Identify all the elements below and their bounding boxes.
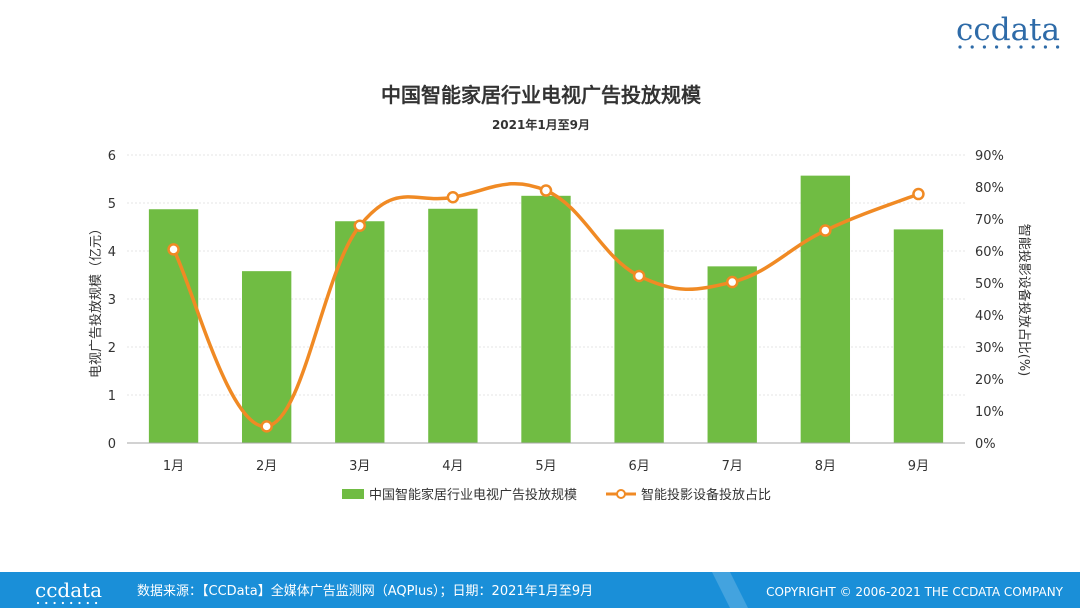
logo-dots bbox=[958, 45, 1060, 49]
logo-dot bbox=[1043, 45, 1047, 49]
footer-logo-dot bbox=[36, 601, 40, 605]
ccdata-logo: ccdata bbox=[956, 12, 1060, 49]
bar-series bbox=[148, 175, 944, 443]
logo-dot bbox=[958, 45, 962, 49]
line-points bbox=[167, 184, 925, 433]
y-tick-label: 3 bbox=[108, 293, 116, 308]
footer-source: 数据来源：【CCData】全媒体广告监测网（AQPlus）；日期：2021年1月… bbox=[137, 583, 593, 599]
footer-logo-dot bbox=[86, 601, 89, 605]
legend-bar-label: 中国智能家居行业电视广告投放规模 bbox=[369, 487, 577, 503]
chart-title: 中国智能家居行业电视广告投放规模 bbox=[381, 83, 702, 107]
y-tick-label: 6 bbox=[108, 149, 116, 164]
y2-tick-label: 90% bbox=[975, 149, 1004, 164]
logo-dot bbox=[1056, 45, 1060, 49]
y-tick-label: 5 bbox=[108, 197, 116, 212]
line-point bbox=[167, 243, 180, 256]
bar bbox=[893, 229, 944, 443]
line-point bbox=[725, 275, 739, 289]
line-point bbox=[539, 184, 553, 197]
x-tick-label: 7月 bbox=[722, 459, 743, 474]
y2-tick-label: 20% bbox=[975, 373, 1004, 388]
bar bbox=[707, 266, 757, 443]
y-tick-label: 2 bbox=[108, 341, 116, 356]
footer-logo-dot bbox=[95, 601, 98, 605]
x-tick-label: 9月 bbox=[908, 459, 929, 474]
line-point bbox=[260, 420, 273, 433]
y-axis-ticks: 0 1 2 3 4 5 6 bbox=[108, 149, 116, 452]
y2-tick-label: 10% bbox=[975, 405, 1004, 420]
footer-logo-dot bbox=[78, 601, 81, 605]
footer-stripe bbox=[712, 572, 748, 608]
line-point bbox=[446, 190, 460, 204]
y-tick-label: 1 bbox=[108, 389, 116, 404]
footer-logo: ccdata bbox=[35, 578, 102, 602]
x-tick-label: 2月 bbox=[256, 459, 277, 474]
y2-axis-label: 智能投影设备投放占比(%) bbox=[1016, 224, 1032, 377]
x-tick-label: 3月 bbox=[349, 459, 370, 474]
y2-axis-ticks: 0% 10% 20% 30% 40% 50% 60% 70% 80% 90% bbox=[975, 149, 1004, 452]
y2-tick-label: 80% bbox=[975, 181, 1004, 196]
footer-logo-dot bbox=[70, 601, 73, 605]
line-point bbox=[353, 219, 367, 232]
logo-dot bbox=[1031, 45, 1035, 49]
x-tick-label: 1月 bbox=[163, 459, 184, 474]
logo-dot bbox=[982, 45, 986, 49]
logo-text: ccdata bbox=[956, 12, 1060, 48]
footer-bar: ccdata 数据来源：【CCData】全媒体广告监测网（AQPlus）；日期：… bbox=[0, 572, 1080, 608]
legend-line-marker bbox=[616, 489, 626, 499]
bar bbox=[800, 175, 851, 443]
footer-logo-dot bbox=[61, 601, 64, 605]
bar bbox=[614, 229, 664, 443]
x-tick-label: 8月 bbox=[815, 459, 836, 474]
bar bbox=[521, 195, 571, 443]
y2-tick-label: 40% bbox=[975, 309, 1004, 324]
logo-dot bbox=[970, 45, 974, 49]
footer-logo-dots bbox=[36, 601, 98, 605]
line-point bbox=[632, 269, 646, 283]
footer-copyright: COPYRIGHT © 2006-2021 THE CCDATA COMPANY bbox=[766, 585, 1064, 599]
logo-dot bbox=[995, 45, 999, 49]
y-axis-label: 电视广告投放规模（亿元） bbox=[88, 222, 104, 378]
line-point bbox=[912, 187, 925, 201]
y-tick-label: 0 bbox=[108, 437, 116, 452]
y2-tick-label: 50% bbox=[975, 277, 1004, 292]
footer-background bbox=[0, 572, 1080, 608]
bar bbox=[428, 208, 478, 443]
legend-line-label: 智能投影设备投放占比 bbox=[641, 487, 771, 503]
y2-tick-label: 70% bbox=[975, 213, 1004, 228]
legend-bar-swatch bbox=[342, 489, 364, 499]
legend: 中国智能家居行业电视广告投放规模 智能投影设备投放占比 bbox=[342, 487, 771, 503]
x-tick-label: 5月 bbox=[535, 459, 556, 474]
chart-subtitle: 2021年1月至9月 bbox=[492, 117, 590, 132]
chart: 中国智能家居行业电视广告投放规模 2021年1月至9月 0 1 2 3 4 5 6 0% 10… bbox=[88, 83, 1032, 503]
line-point bbox=[819, 224, 832, 237]
x-tick-label: 4月 bbox=[442, 459, 463, 474]
y2-tick-label: 60% bbox=[975, 245, 1004, 260]
logo-dot bbox=[1019, 45, 1023, 49]
logo-dot bbox=[1007, 45, 1011, 49]
y2-tick-label: 30% bbox=[975, 341, 1004, 356]
x-tick-label: 6月 bbox=[628, 459, 649, 474]
footer-logo-dot bbox=[45, 601, 48, 605]
y2-tick-label: 0% bbox=[975, 437, 996, 452]
x-axis-ticks: 1月 2月 3月 4月 5月 6月 7月 8月 9月 bbox=[163, 459, 929, 474]
footer-logo-dot bbox=[53, 601, 56, 605]
y-tick-label: 4 bbox=[108, 245, 116, 260]
